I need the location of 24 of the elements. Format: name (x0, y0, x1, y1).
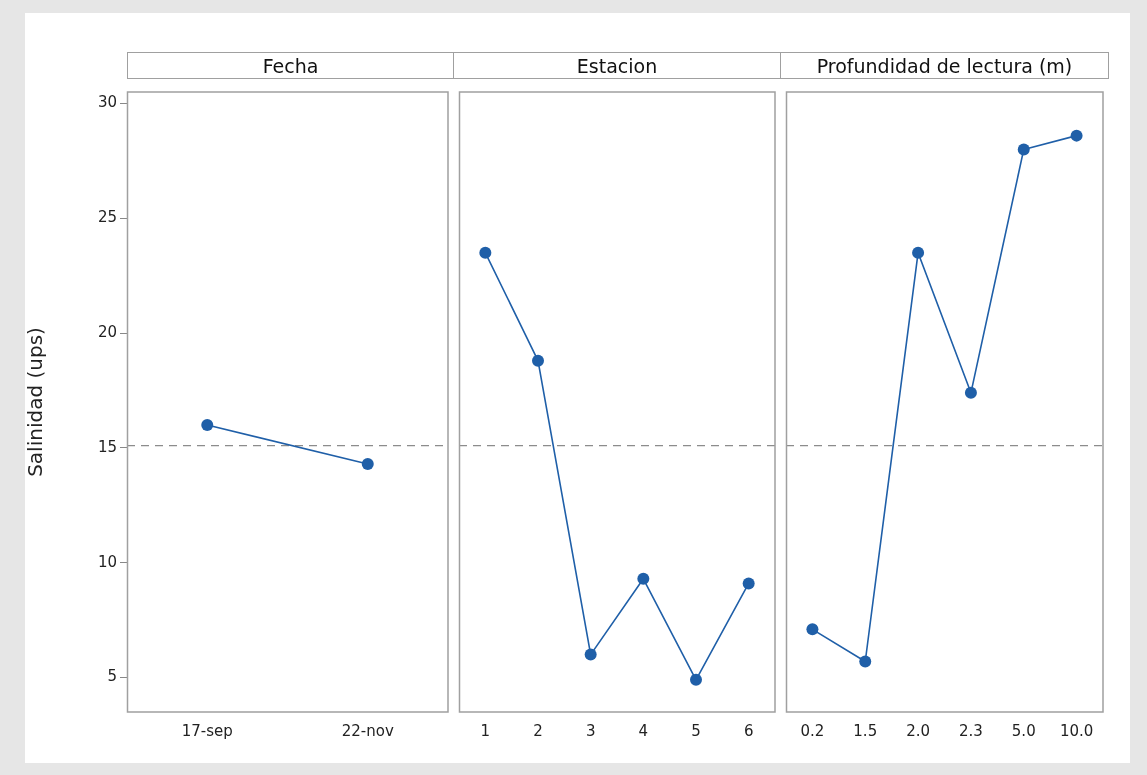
y-tick-label: 20 (97, 323, 117, 341)
x-tick-label: 6 (743, 721, 754, 740)
x-tick-label: 5.0 (1011, 721, 1036, 740)
x-tick-label: 2.3 (958, 721, 983, 740)
x-tick-label: 17-sep (181, 721, 233, 740)
y-tick-label: 30 (97, 93, 117, 112)
x-tick-label: 2.0 (906, 721, 931, 740)
y-axis-title: Salinidad (ups) (23, 327, 48, 477)
y-tick-label: 10 (97, 552, 117, 571)
chart-title: Profundidad de lectura (m) (780, 52, 1109, 79)
x-tick-label: 1 (480, 721, 491, 740)
x-tick-label: 0.2 (800, 721, 825, 740)
y-tick-label: 15 (97, 437, 117, 456)
x-tick-label: 2 (533, 721, 543, 740)
x-tick-label: 22-nov (341, 721, 394, 740)
x-tick-label: 4 (638, 721, 649, 740)
chart-title: Fecha (127, 52, 454, 79)
x-tick-label: 10.0 (1059, 721, 1094, 740)
x-tick-label: 5 (691, 721, 701, 740)
x-tick-label: 1.5 (853, 721, 878, 740)
x-tick-label: 3 (585, 721, 596, 740)
chart-title: Estacion (453, 52, 781, 79)
y-tick-label: 5 (107, 667, 117, 686)
y-tick-label: 25 (97, 208, 117, 227)
